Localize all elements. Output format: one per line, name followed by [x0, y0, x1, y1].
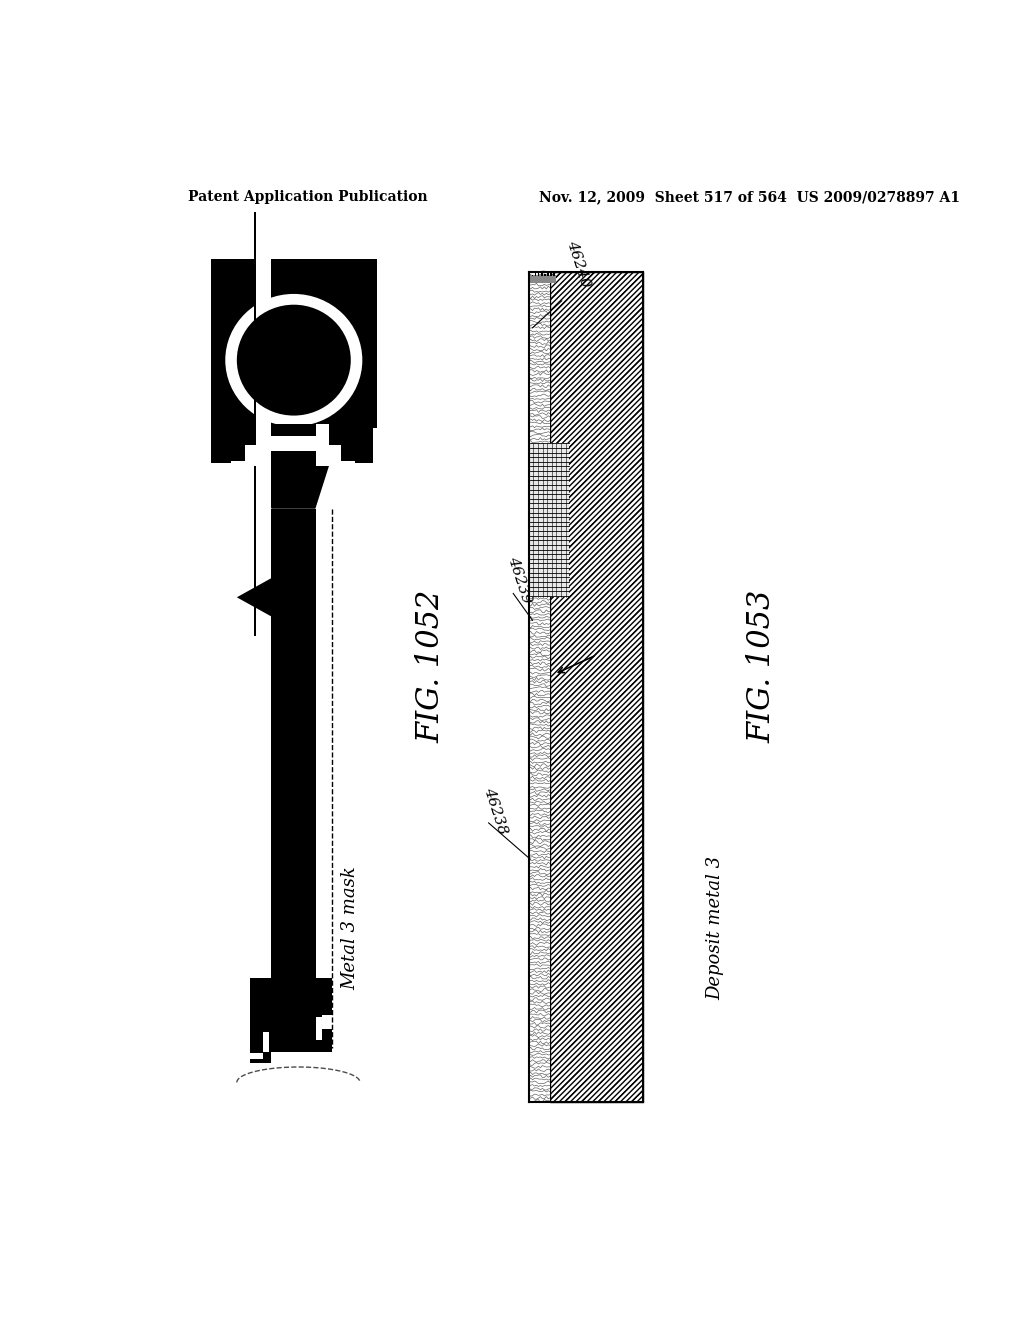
Bar [550, 272, 643, 1102]
Bar [316, 1016, 323, 1040]
Bar [263, 1032, 269, 1052]
Bar [258, 436, 328, 451]
Bar [254, 213, 271, 636]
Bar [250, 978, 333, 1063]
Bar [550, 272, 643, 1102]
Ellipse shape [211, 280, 377, 441]
Bar [346, 424, 373, 462]
Bar [250, 982, 263, 1059]
Text: FIG. 1052: FIG. 1052 [416, 590, 446, 743]
Bar [538, 272, 540, 276]
Text: 46238: 46238 [481, 785, 509, 836]
Ellipse shape [225, 294, 362, 426]
Bar [323, 1015, 333, 1028]
Polygon shape [245, 424, 342, 508]
Text: Metal 3 mask: Metal 3 mask [341, 866, 359, 990]
Bar [550, 271, 552, 276]
Text: Nov. 12, 2009  Sheet 517 of 564  US 2009/0278897 A1: Nov. 12, 2009 Sheet 517 of 564 US 2009/0… [539, 190, 959, 203]
Bar [211, 259, 377, 428]
Text: Patent Application Publication: Patent Application Publication [188, 190, 428, 203]
Bar [528, 444, 569, 598]
Text: 46239: 46239 [506, 554, 534, 605]
Bar [258, 424, 271, 466]
Bar [547, 273, 549, 276]
Bar [230, 461, 245, 478]
Bar [541, 272, 543, 276]
Text: 46240: 46240 [564, 239, 593, 289]
Bar [250, 1053, 263, 1059]
Bar [327, 445, 341, 466]
Bar [271, 508, 316, 1063]
Bar [211, 424, 239, 462]
Bar [341, 461, 354, 478]
Ellipse shape [237, 305, 351, 416]
Text: FIG. 1053: FIG. 1053 [746, 590, 777, 743]
Bar [254, 213, 256, 636]
Bar [316, 424, 330, 466]
Text: Deposit metal 3: Deposit metal 3 [707, 857, 725, 1001]
Bar [528, 276, 556, 284]
Bar [245, 445, 258, 466]
Bar [271, 424, 316, 466]
Bar [544, 275, 546, 276]
Bar [535, 271, 537, 276]
Polygon shape [237, 578, 271, 616]
Bar [528, 272, 550, 1102]
Polygon shape [331, 424, 373, 462]
Bar [271, 1052, 333, 1063]
Bar [528, 275, 530, 276]
Bar [531, 275, 534, 276]
Bar [553, 271, 555, 276]
Polygon shape [211, 424, 254, 462]
